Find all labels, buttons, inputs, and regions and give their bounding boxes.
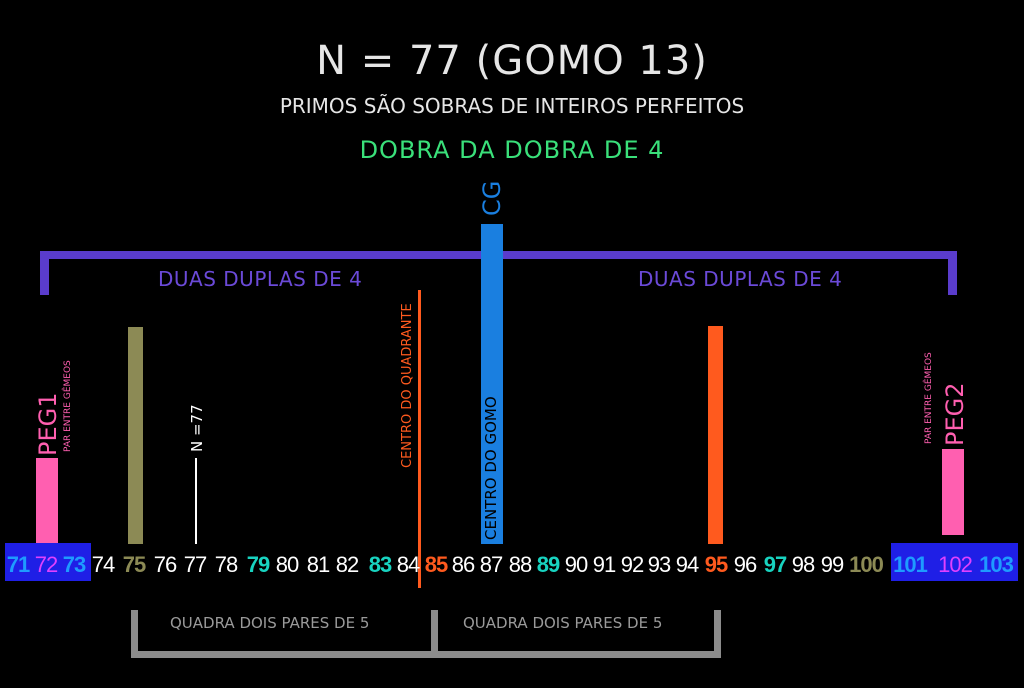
number-100: 100 <box>849 552 884 577</box>
number-97: 97 <box>763 552 788 577</box>
peg2-label: PEG2 <box>941 382 969 446</box>
olive-bar-75 <box>128 327 143 544</box>
number-98: 98 <box>791 552 816 577</box>
number-78: 78 <box>214 552 239 577</box>
number-95: 95 <box>704 552 729 577</box>
number-84: 84 <box>396 552 421 577</box>
number-103: 103 <box>979 552 1014 577</box>
cg-label: CG <box>478 180 506 216</box>
number-91: 91 <box>592 552 617 577</box>
number-94: 94 <box>675 552 700 577</box>
number-76: 76 <box>153 552 178 577</box>
number-82: 82 <box>335 552 360 577</box>
number-73: 73 <box>62 552 87 577</box>
number-90: 90 <box>564 552 589 577</box>
number-79: 79 <box>246 552 271 577</box>
number-75: 75 <box>122 552 147 577</box>
number-87: 87 <box>479 552 504 577</box>
number-74: 74 <box>91 552 116 577</box>
gray-bracket-mid <box>431 610 438 658</box>
cg-bar <box>481 224 503 544</box>
number-77: 77 <box>183 552 208 577</box>
number-96: 96 <box>733 552 758 577</box>
number-83: 83 <box>368 552 393 577</box>
number-72: 72 <box>34 552 59 577</box>
subtitle-green: DOBRA DA DOBRA DE 4 <box>359 136 665 164</box>
number-81: 81 <box>306 552 331 577</box>
centro-quadrante-label: CENTRO DO QUADRANTE <box>400 303 415 468</box>
number-85: 85 <box>424 552 449 577</box>
number-99: 99 <box>820 552 845 577</box>
peg1-bar <box>36 458 58 544</box>
quadra-right-label: QUADRA DOIS PARES DE 5 <box>463 614 663 632</box>
number-80: 80 <box>275 552 300 577</box>
centro-gomo-label: CENTRO DO GOMO <box>482 396 500 540</box>
purple-bracket-right <box>948 251 957 295</box>
peg2-bar <box>942 449 964 535</box>
quadra-left-label: QUADRA DOIS PARES DE 5 <box>170 614 370 632</box>
orange-bar-95 <box>708 326 723 544</box>
subtitle: PRIMOS SÃO SOBRAS DE INTEIROS PERFEITOS <box>279 94 745 118</box>
number-71: 71 <box>6 552 31 577</box>
box-101-103 <box>891 543 1018 581</box>
par-gemeos-right-label: PAR ENTRE GÊMEOS <box>924 352 934 444</box>
gray-bracket-bottom <box>131 651 721 658</box>
par-gemeos-left-label: PAR ENTRE GÊMEOS <box>63 360 73 452</box>
number-101: 101 <box>893 552 928 577</box>
centro-quadrante-line <box>418 290 421 588</box>
page-title: N = 77 (GOMO 13) <box>316 38 708 84</box>
number-86: 86 <box>451 552 476 577</box>
gray-bracket-left <box>131 610 138 658</box>
duas-duplas-right: DUAS DUPLAS DE 4 <box>638 267 843 291</box>
number-102: 102 <box>938 552 973 577</box>
number-93: 93 <box>647 552 672 577</box>
number-89: 89 <box>536 552 561 577</box>
purple-bracket-left <box>40 251 49 295</box>
number-92: 92 <box>620 552 645 577</box>
peg1-label: PEG1 <box>34 392 62 456</box>
n77-line <box>195 458 197 544</box>
number-88: 88 <box>508 552 533 577</box>
box-71-73 <box>5 543 91 581</box>
gray-bracket-right <box>714 610 721 658</box>
n77-label: N =77 <box>188 404 206 452</box>
duas-duplas-left: DUAS DUPLAS DE 4 <box>158 267 363 291</box>
